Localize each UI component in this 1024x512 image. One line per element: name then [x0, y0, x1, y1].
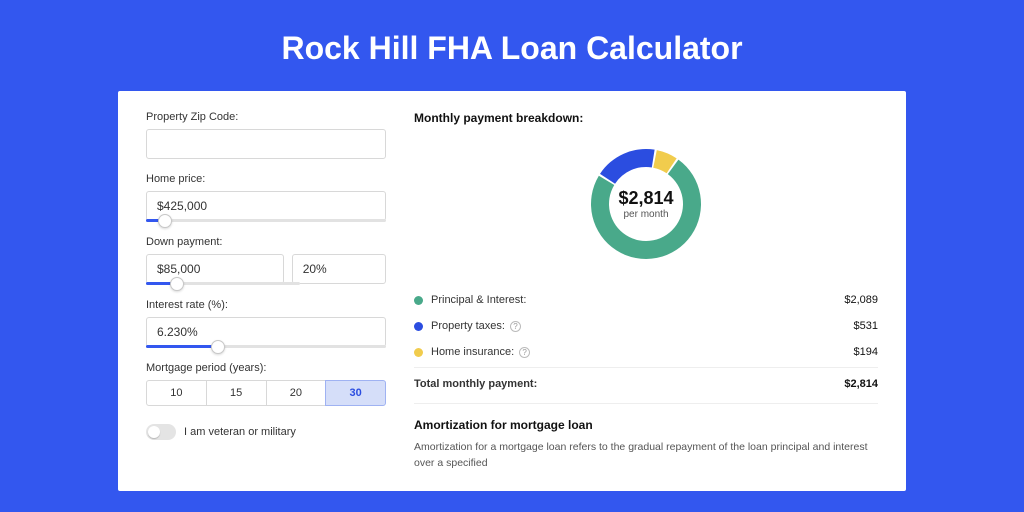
- down-payment-slider[interactable]: [146, 282, 300, 285]
- legend-label: Home insurance:: [431, 346, 514, 358]
- mortgage-period-label: Mortgage period (years):: [146, 362, 386, 374]
- home-price-label: Home price:: [146, 173, 386, 185]
- down-payment-pct-input[interactable]: [292, 254, 386, 284]
- breakdown-title: Monthly payment breakdown:: [414, 111, 878, 125]
- zip-field-block: Property Zip Code:: [146, 111, 386, 159]
- legend-row-principal_interest: Principal & Interest: $2,089: [414, 287, 878, 313]
- amortization-block: Amortization for mortgage loan Amortizat…: [414, 403, 878, 472]
- legend-value: $194: [854, 346, 878, 358]
- legend-label: Property taxes:: [431, 320, 505, 332]
- zip-input[interactable]: [146, 129, 386, 159]
- slider-thumb[interactable]: [170, 277, 184, 291]
- slider-thumb[interactable]: [211, 340, 225, 354]
- mortgage-period-option-30[interactable]: 30: [325, 380, 386, 406]
- donut-center: $2,814 per month: [581, 139, 711, 269]
- legend-row-property_taxes: Property taxes:? $531: [414, 313, 878, 339]
- toggle-knob: [148, 426, 160, 438]
- veteran-toggle-row: I am veteran or military: [146, 424, 386, 440]
- legend-dot-icon: [414, 348, 423, 357]
- form-column: Property Zip Code: Home price: Down paym…: [146, 111, 386, 491]
- legend-row-home_insurance: Home insurance:? $194: [414, 339, 878, 365]
- info-icon[interactable]: ?: [519, 347, 530, 358]
- legend-dot-icon: [414, 322, 423, 331]
- slider-thumb[interactable]: [158, 214, 172, 228]
- home-price-block: Home price:: [146, 173, 386, 222]
- calculator-card: Property Zip Code: Home price: Down paym…: [118, 91, 906, 491]
- donut-amount: $2,814: [618, 188, 673, 209]
- veteran-toggle-label: I am veteran or military: [184, 426, 296, 438]
- page-title: Rock Hill FHA Loan Calculator: [0, 0, 1024, 91]
- home-price-slider[interactable]: [146, 219, 386, 222]
- total-label: Total monthly payment:: [414, 378, 537, 390]
- total-value: $2,814: [844, 378, 878, 390]
- total-row: Total monthly payment: $2,814: [414, 367, 878, 397]
- legend-value: $531: [854, 320, 878, 332]
- legend-value: $2,089: [844, 294, 878, 306]
- interest-rate-block: Interest rate (%):: [146, 299, 386, 348]
- breakdown-legend: Principal & Interest: $2,089 Property taxe…: [414, 287, 878, 365]
- down-payment-label: Down payment:: [146, 236, 386, 248]
- down-payment-block: Down payment:: [146, 236, 386, 285]
- legend-dot-icon: [414, 296, 423, 305]
- mortgage-period-option-15[interactable]: 15: [206, 380, 267, 406]
- veteran-toggle[interactable]: [146, 424, 176, 440]
- mortgage-period-options: 10152030: [146, 380, 386, 406]
- amortization-title: Amortization for mortgage loan: [414, 418, 878, 432]
- donut-subtext: per month: [623, 209, 668, 220]
- donut-chart: $2,814 per month: [414, 139, 878, 269]
- mortgage-period-block: Mortgage period (years): 10152030: [146, 362, 386, 406]
- mortgage-period-option-20[interactable]: 20: [266, 380, 327, 406]
- interest-rate-label: Interest rate (%):: [146, 299, 386, 311]
- legend-label: Principal & Interest:: [431, 294, 526, 306]
- home-price-input[interactable]: [146, 191, 386, 221]
- mortgage-period-option-10[interactable]: 10: [146, 380, 207, 406]
- interest-rate-input[interactable]: [146, 317, 386, 347]
- amortization-text: Amortization for a mortgage loan refers …: [414, 440, 878, 472]
- down-payment-amount-input[interactable]: [146, 254, 284, 284]
- info-icon[interactable]: ?: [510, 321, 521, 332]
- breakdown-column: Monthly payment breakdown: $2,814 per mo…: [414, 111, 878, 491]
- interest-rate-slider[interactable]: [146, 345, 386, 348]
- zip-label: Property Zip Code:: [146, 111, 386, 123]
